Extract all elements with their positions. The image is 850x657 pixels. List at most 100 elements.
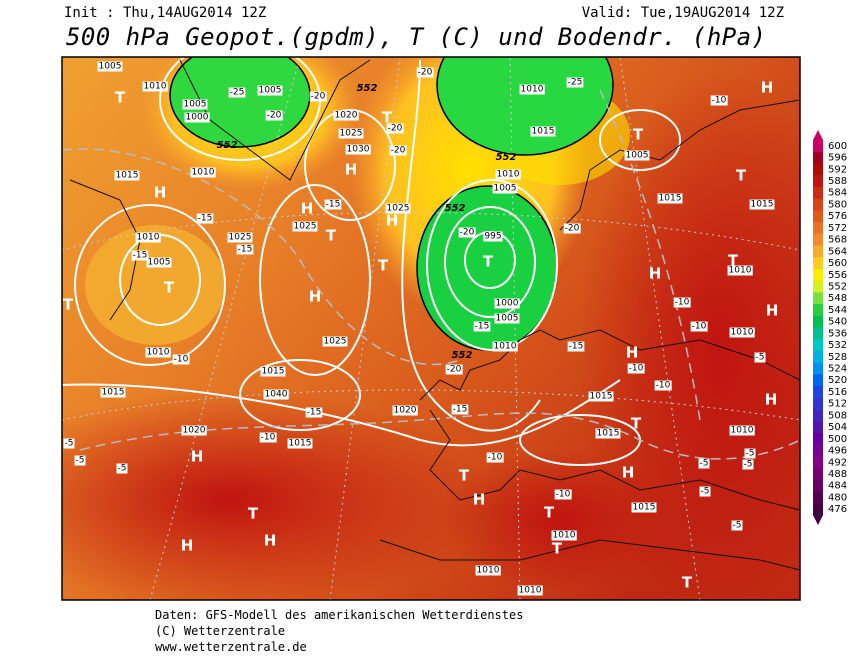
colorbar-label: 488 (828, 469, 847, 480)
temperature-label: -10 (174, 355, 189, 365)
temperature-label: -15 (326, 200, 341, 210)
footer-source: Daten: GFS-Modell des amerikanischen Wet… (155, 608, 523, 622)
temperature-label: -20 (460, 228, 475, 238)
colorbar-cap (813, 515, 823, 525)
temperature-label: -15 (238, 245, 253, 255)
ridge (85, 225, 225, 345)
isotherms (62, 89, 800, 460)
colorbar-swatch (813, 198, 823, 211)
temperature-label: -10 (712, 96, 727, 106)
label-box (492, 341, 518, 352)
pressure-label: 1010 (192, 168, 215, 178)
pressure-label: 1025 (387, 204, 410, 214)
pressure-label: 1025 (324, 337, 347, 347)
temperature-label: -5 (701, 487, 710, 497)
pressure-label: 1010 (519, 586, 542, 596)
pressure-label: 1015 (116, 171, 139, 181)
colorbar-swatch (813, 432, 823, 446)
pressure-center: T (326, 227, 337, 245)
temperature-label: -5 (76, 456, 85, 466)
pressure-center: T (728, 252, 739, 270)
pressure-label: 1010 (497, 170, 520, 180)
colorbar-swatch (813, 140, 823, 153)
label-box (486, 452, 504, 463)
colorbar-label: 568 (828, 235, 847, 246)
label-box (627, 363, 645, 374)
pressure-center: T (631, 415, 642, 433)
pressure-center: T (483, 253, 494, 271)
pressure-label: 1005 (259, 86, 282, 96)
label-box (228, 87, 246, 98)
pressure-center: T (382, 109, 393, 127)
label-box (473, 321, 491, 332)
label-box (345, 144, 371, 155)
temperature-label: -10 (556, 490, 571, 500)
label-box (588, 391, 614, 402)
label-box (63, 438, 75, 449)
pressure-label: 995 (484, 232, 501, 242)
colorbar: 6005965925885845805765725685645605565525… (813, 130, 847, 525)
pressure-center: H (191, 448, 204, 466)
temperature-label: -15 (569, 342, 584, 352)
label-box (196, 213, 214, 224)
label-box (517, 585, 543, 596)
colorbar-swatch (813, 175, 823, 188)
pressure-label: 1030 (347, 145, 370, 155)
label-box (631, 502, 657, 513)
map-frame (61, 56, 801, 601)
pressure-center: H (264, 532, 277, 550)
pressure-label: 1025 (229, 233, 252, 243)
label-box (324, 199, 342, 210)
label-box (475, 565, 501, 576)
label-box (116, 463, 128, 474)
pressure-center: H (765, 391, 778, 409)
label-box (392, 405, 418, 416)
temperature-label: -15 (453, 405, 468, 415)
colorbar-label: 560 (828, 258, 847, 269)
colorbar-swatch (813, 362, 823, 375)
label-box (182, 99, 208, 110)
label-box (494, 298, 520, 309)
temperature-label: -5 (756, 353, 765, 363)
label-box (135, 232, 161, 243)
label-box (265, 110, 283, 121)
colorbar-label: 548 (828, 293, 847, 304)
pressure-label: 1015 (751, 200, 774, 210)
label-box (260, 366, 286, 377)
pressure-center: T (459, 467, 470, 485)
temperature-label: -5 (65, 439, 74, 449)
pressure-label: 1010 (137, 233, 160, 243)
colorbar-label: 532 (828, 340, 847, 351)
label-box (554, 489, 572, 500)
label-box (749, 199, 775, 210)
temperature-label: -5 (733, 521, 742, 531)
temperature-label: -10 (629, 364, 644, 374)
colorbar-label: 592 (828, 164, 847, 175)
pressure-label: 1025 (294, 222, 317, 232)
label-box (114, 170, 140, 181)
colorbar-swatch (813, 210, 823, 223)
label-box (386, 123, 404, 134)
height-contour-label: 552 (445, 203, 466, 214)
colorbar-swatch (813, 479, 823, 493)
temperature-label: -5 (700, 459, 709, 469)
colorbar-swatch (813, 386, 823, 399)
pressure-center: H (181, 537, 194, 555)
colorbar-swatch (813, 409, 823, 422)
colorbar-swatch (813, 350, 823, 364)
pressure-label: 1005 (626, 151, 649, 161)
temperature-label: -10 (656, 381, 671, 391)
colorbar-label: 480 (828, 492, 847, 503)
pressure-label: 1010 (731, 426, 754, 436)
pressure-center: H (761, 79, 774, 97)
label-box (385, 203, 411, 214)
colorbar-swatch (813, 374, 823, 387)
label-box (292, 221, 318, 232)
colorbar-swatch (813, 292, 823, 305)
temperature-label: -20 (267, 111, 282, 121)
pressure-center: H (626, 344, 639, 362)
label-box (727, 265, 753, 276)
colorbar-swatch (813, 268, 823, 282)
pressure-label: 1000 (496, 299, 519, 309)
